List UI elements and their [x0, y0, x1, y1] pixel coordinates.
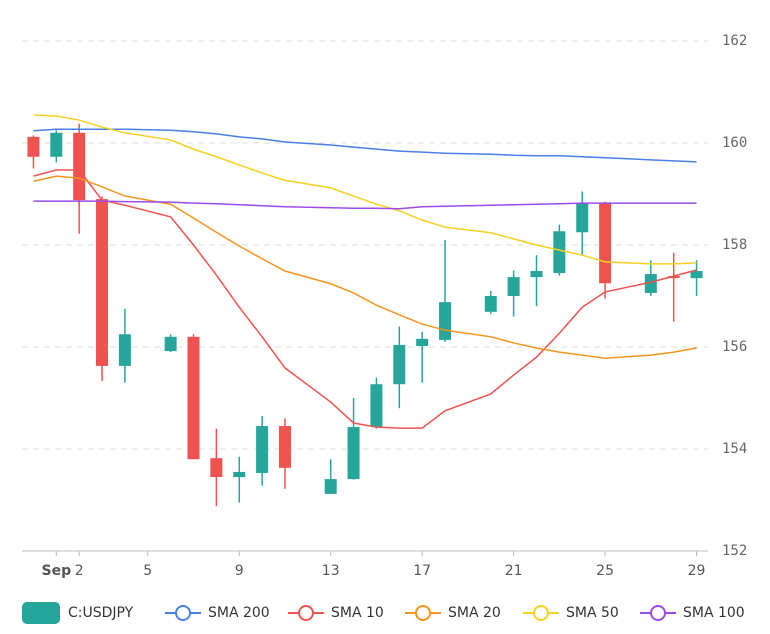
- candle-body: [324, 479, 337, 494]
- x-tick-label: 2: [75, 563, 84, 579]
- x-tick-label: 25: [596, 563, 614, 579]
- candle-body: [210, 458, 223, 478]
- candle-body: [484, 296, 497, 312]
- x-tick-label: 21: [505, 563, 523, 579]
- candle-body: [553, 231, 566, 274]
- candle-body: [644, 274, 657, 293]
- candle-body: [599, 203, 612, 284]
- sma-line: [33, 128, 697, 163]
- legend-marker: [650, 605, 666, 621]
- candle-body: [118, 334, 131, 366]
- candle-body: [256, 426, 269, 473]
- candle-body: [439, 302, 452, 340]
- candle-body: [96, 199, 109, 366]
- candle-body: [278, 426, 291, 468]
- candle-body: [416, 338, 429, 346]
- y-tick-label: 152: [722, 543, 747, 559]
- y-tick-label: 160: [722, 135, 747, 151]
- legend-marker: [415, 605, 431, 621]
- candle-body: [27, 136, 40, 157]
- candle-body: [233, 471, 246, 478]
- legend-label: SMA 200: [208, 605, 270, 621]
- y-tick-label: 158: [722, 237, 747, 253]
- candle-body: [507, 277, 520, 296]
- legend-label: SMA 50: [566, 605, 619, 621]
- x-tick-label: 13: [322, 563, 340, 579]
- candle-body: [393, 344, 406, 385]
- y-tick-label: 156: [722, 339, 747, 355]
- x-tick-label: 17: [413, 563, 431, 579]
- legend-label: SMA 20: [448, 605, 501, 621]
- legend-label: C:USDJPY: [68, 605, 134, 621]
- sma-line: [33, 114, 697, 265]
- x-tick-label: 9: [235, 563, 244, 579]
- sma-line: [33, 169, 697, 429]
- candle-body: [370, 384, 383, 428]
- legend-marker: [533, 605, 549, 621]
- candle-body: [667, 276, 680, 279]
- candle-body: [73, 132, 86, 201]
- legend-label: SMA 10: [331, 605, 384, 621]
- x-tick-label: Sep: [41, 563, 71, 579]
- candle-body: [690, 271, 703, 279]
- candle-body: [164, 336, 177, 352]
- legend-swatch: [22, 602, 60, 624]
- legend-marker: [298, 605, 314, 621]
- candle-body: [347, 427, 360, 480]
- y-tick-label: 162: [722, 33, 747, 49]
- y-tick-label: 154: [722, 441, 747, 457]
- candle-body: [187, 336, 200, 460]
- sma-line: [33, 200, 697, 210]
- legend-marker: [175, 605, 191, 621]
- sma-line: [33, 175, 697, 359]
- x-tick-label: 5: [143, 563, 152, 579]
- candle-body: [50, 132, 63, 157]
- candle-body: [530, 271, 543, 278]
- x-tick-label: 29: [688, 563, 706, 579]
- legend-label: SMA 100: [683, 605, 745, 621]
- candle-body: [576, 203, 589, 233]
